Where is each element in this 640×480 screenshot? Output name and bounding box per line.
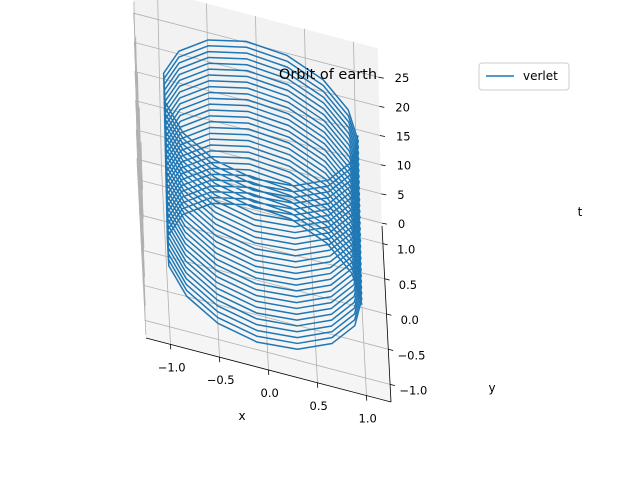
x-axis-label: x xyxy=(238,409,245,423)
y-tick-2 xyxy=(386,313,392,316)
y-tick-4 xyxy=(382,243,388,246)
z-tick-label-4: 20 xyxy=(395,100,410,114)
x-tick-label-0: −1.0 xyxy=(158,360,186,374)
x-tick-label-3: 0.5 xyxy=(310,399,328,413)
tick-labels: −1.0 −0.5 0.0 0.5 1.0 −1.0 −0.5 0.0 0.5 1.0 0 5 10 15… xyxy=(158,71,428,425)
z-tick-0 xyxy=(381,222,388,225)
y-tick-3 xyxy=(384,278,390,281)
z-tick-label-0: 0 xyxy=(398,217,405,231)
y-axis-label: y xyxy=(488,381,495,395)
y-tick-label-4: 1.0 xyxy=(397,243,415,257)
x-gridline-0 xyxy=(157,0,171,345)
z-gridline-5 xyxy=(133,12,379,190)
z-tick-4 xyxy=(379,105,385,108)
z-tick-2 xyxy=(380,164,386,167)
y-tick-0 xyxy=(389,384,396,387)
z-tick-label-1: 5 xyxy=(397,188,404,202)
x-tick-label-1: −0.5 xyxy=(207,373,235,387)
chart-title: Orbit of earth xyxy=(279,67,377,83)
y-tick-label-1: −0.5 xyxy=(398,348,426,362)
x-gridline-2 xyxy=(255,15,269,371)
y-tick-label-2: 0.0 xyxy=(401,313,419,327)
legend-label-verlet: verlet xyxy=(523,69,558,83)
z-axis-label: t xyxy=(578,205,583,219)
legend: verlet xyxy=(478,62,570,91)
series-line-verlet xyxy=(162,39,363,351)
z-tick-1 xyxy=(381,193,387,196)
y-tick-label-0: −1.0 xyxy=(399,383,427,397)
y-tick-1 xyxy=(388,348,394,351)
tick-marks xyxy=(170,76,396,401)
legend-box xyxy=(478,62,570,91)
z-tick-label-5: 25 xyxy=(395,71,410,85)
z-tick-3 xyxy=(379,135,386,137)
z-tick-label-2: 10 xyxy=(397,159,412,173)
x-tick-label-2: 0.0 xyxy=(261,386,279,400)
y-tick-label-3: 0.5 xyxy=(399,278,417,292)
series-verlet xyxy=(162,39,363,351)
z-tick-label-3: 15 xyxy=(396,130,411,144)
z-tick-5 xyxy=(378,76,384,79)
x-tick-label-4: 1.0 xyxy=(359,412,377,426)
